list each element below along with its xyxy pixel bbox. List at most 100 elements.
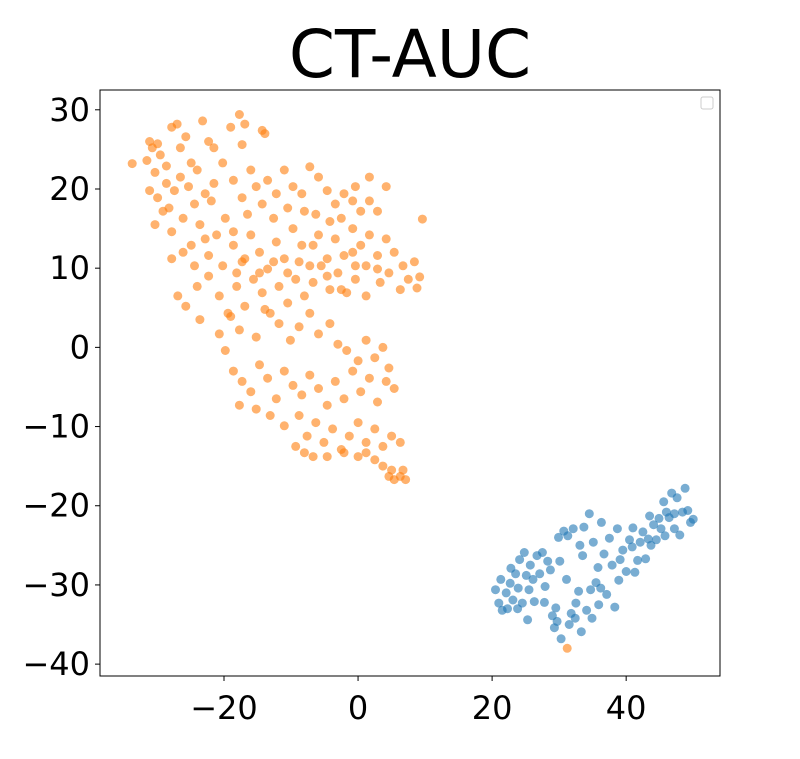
scatter-point xyxy=(524,585,534,595)
scatter-point xyxy=(274,281,284,291)
scatter-point xyxy=(214,329,224,339)
scatter-point xyxy=(356,387,366,397)
scatter-point xyxy=(528,574,538,584)
scatter-point xyxy=(364,196,374,206)
scatter-point xyxy=(378,461,388,471)
scatter-point xyxy=(373,264,382,274)
scatter-point xyxy=(508,595,518,605)
scatter-point xyxy=(350,261,360,271)
scatter-point xyxy=(596,517,606,527)
scatter-point xyxy=(192,281,202,291)
scatter-point xyxy=(574,586,584,596)
scatter-point xyxy=(515,555,525,565)
scatter-point xyxy=(384,268,394,278)
scatter-point xyxy=(322,254,332,264)
scatter-point xyxy=(195,220,205,230)
scatter-point xyxy=(274,319,284,329)
scatter-point xyxy=(339,189,349,199)
scatter-point xyxy=(578,551,588,561)
scatter-point xyxy=(150,220,160,230)
scatter-point xyxy=(322,452,332,462)
scatter-point xyxy=(297,189,307,199)
scatter-point xyxy=(505,578,515,588)
scatter-point xyxy=(562,643,572,653)
scatter-point xyxy=(501,588,511,598)
scatter-point xyxy=(387,431,397,441)
scatter-point xyxy=(364,172,374,182)
scatter-point xyxy=(240,119,250,129)
scatter-point xyxy=(283,203,293,213)
scatter-point xyxy=(175,172,185,182)
scatter-point xyxy=(255,268,264,278)
scatter-point xyxy=(688,514,698,524)
legend-box xyxy=(700,96,714,110)
scatter-point xyxy=(612,524,622,534)
scatter-point xyxy=(220,346,230,355)
scatter-point xyxy=(246,230,256,240)
scatter-point xyxy=(364,373,374,383)
x-tick-label: 40 xyxy=(606,689,647,727)
scatter-point xyxy=(308,452,318,462)
scatter-point xyxy=(387,465,397,475)
scatter-point xyxy=(607,560,617,570)
scatter-point xyxy=(200,189,210,199)
scatter-point xyxy=(342,346,352,355)
scatter-point xyxy=(672,493,682,503)
y-tick-label: −10 xyxy=(22,408,90,446)
scatter-point xyxy=(625,535,634,545)
scatter-point xyxy=(255,247,264,257)
scatter-point xyxy=(164,203,174,213)
scatter-point xyxy=(127,159,137,169)
scatter-point xyxy=(173,291,183,301)
scatter-point xyxy=(551,603,561,613)
scatter-point xyxy=(373,251,382,260)
scatter-point xyxy=(243,209,252,219)
scatter-point xyxy=(228,227,238,237)
scatter-point xyxy=(361,335,371,345)
scatter-point xyxy=(344,431,354,441)
scatter-point xyxy=(398,261,408,271)
scatter-point xyxy=(251,332,261,342)
scatter-point xyxy=(237,193,247,203)
scatter-point xyxy=(618,545,628,555)
scatter-point xyxy=(353,452,363,462)
scatter-point xyxy=(599,549,609,559)
scatter-point xyxy=(552,616,562,626)
scatter-point xyxy=(582,605,592,615)
scatter-point xyxy=(260,129,270,139)
scatter-point xyxy=(288,224,298,234)
scatter-point xyxy=(161,178,171,188)
scatter-point xyxy=(356,206,366,216)
scatter-point xyxy=(669,524,679,534)
scatter-point xyxy=(409,257,419,267)
scatter-point xyxy=(234,400,244,410)
scatter-point xyxy=(395,285,405,295)
scatter-point xyxy=(513,583,523,593)
scatter-point xyxy=(540,582,550,591)
scatter-point xyxy=(198,116,208,126)
scatter-point xyxy=(172,119,182,129)
scatter-point xyxy=(576,627,586,637)
scatter-point xyxy=(294,257,304,267)
y-tick-label: 20 xyxy=(49,170,90,208)
scatter-point xyxy=(249,274,258,284)
scatter-point xyxy=(645,511,655,521)
scatter-point xyxy=(398,465,408,475)
scatter-point xyxy=(195,315,205,325)
scatter-point xyxy=(291,274,301,284)
scatter-point xyxy=(675,530,685,540)
scatter-point xyxy=(333,268,343,278)
scatter-point xyxy=(575,540,585,550)
scatter-point xyxy=(150,167,160,177)
scatter-point xyxy=(305,308,315,318)
scatter-point xyxy=(610,602,620,612)
scatter-point xyxy=(412,283,422,293)
scatter-point xyxy=(649,520,659,530)
scatter-point xyxy=(246,387,256,397)
scatter-point xyxy=(339,448,349,458)
scatter-point xyxy=(330,376,340,386)
scatter-point xyxy=(190,261,199,271)
scatter-point xyxy=(350,274,360,284)
y-tick-label: 30 xyxy=(49,91,90,129)
scatter-point xyxy=(153,193,163,203)
